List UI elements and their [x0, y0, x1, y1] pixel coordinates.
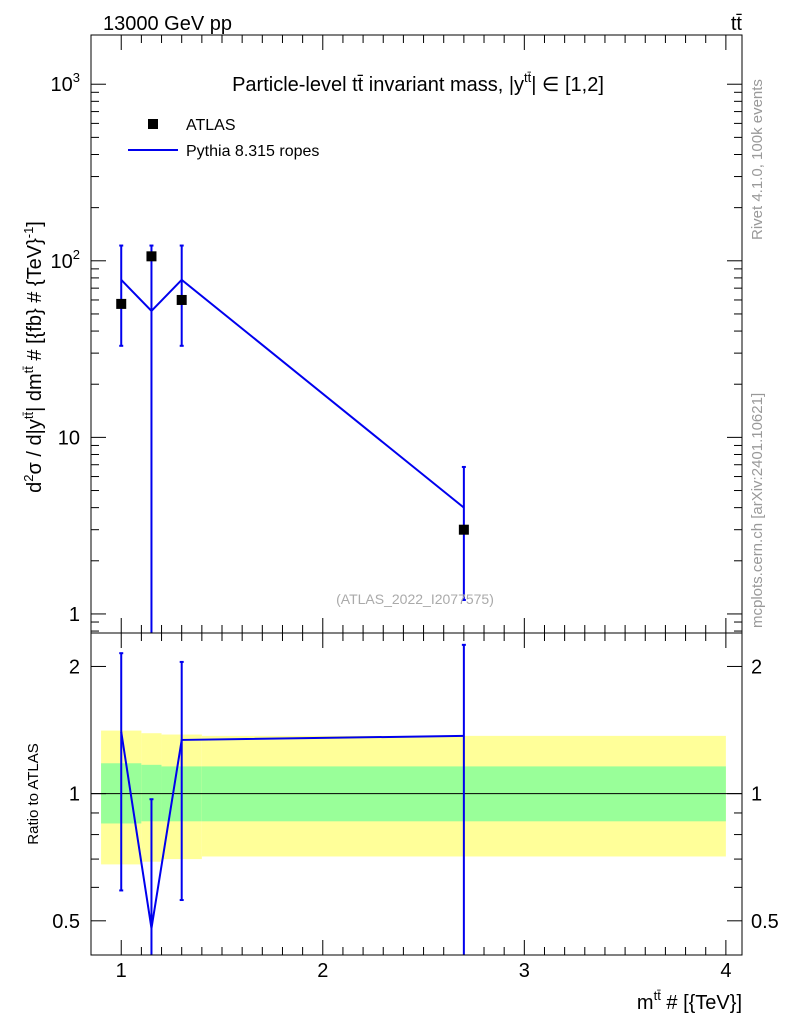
y-tick-label-exponent: 3 [73, 70, 80, 85]
y-axis-label: d2σ / d|ytt̄| dmtt̄ # [{fb} # {TeV}-1] [21, 221, 46, 493]
plot-title: Particle-level tt̄ invariant mass, |ytt̄… [232, 70, 604, 96]
y-tick-label: 103 [51, 70, 80, 96]
ratio-plot-frame [90, 632, 743, 956]
atlas-data-point [176, 294, 187, 305]
y-label-a-sup: 2 [21, 475, 36, 482]
legend: ATLAS Pythia 8.315 ropes [128, 117, 319, 160]
y-label-b-sup: tt̄ [21, 412, 36, 420]
y-tick-label-base: 1 [69, 604, 80, 626]
atlas-data-point [458, 524, 469, 535]
x-axis-label: mtt̄ # [{TeV}] [637, 988, 742, 1014]
x-label-a-sup: tt̄ [654, 988, 662, 1003]
plot-title-tail: | ∈ [1,2] [531, 74, 604, 96]
uncertainty-band-inner [141, 764, 162, 822]
legend-marker-atlas [148, 119, 158, 129]
ratio-plot-panel: 0.5 0.5 1 1 2 2 1 2 3 4 Ratio to ATLAS mtt̄ # [{T… [25, 632, 779, 1014]
y-label-c: | dm [24, 373, 46, 412]
y-label-a: d [24, 482, 46, 493]
ratio-y-tick-label-left: 1 [69, 784, 80, 806]
y-label-d: # [{fb} # {TeV} [24, 238, 46, 366]
y-label-c-sup: tt̄ [21, 366, 36, 374]
ratio-y-axis-label: Ratio to ATLAS [25, 743, 42, 844]
atlas-data-point [116, 298, 127, 309]
pythia-line [120, 278, 465, 509]
rivet-label: Rivet 4.1.0, 100k events [749, 79, 766, 240]
y-label-e: ] [24, 221, 46, 227]
ratio-y-tick-label-right: 2 [751, 656, 762, 678]
atlas-data-point [146, 251, 157, 262]
x-label-b: # [{TeV}] [661, 992, 742, 1014]
y-tick-label-base: 10 [51, 74, 73, 96]
y-tick-label-base: 10 [51, 251, 73, 273]
y-tick-label: 1 [69, 604, 80, 626]
energy-label: 13000 GeV pp [103, 13, 232, 35]
ratio-y-tick-label-left: 2 [69, 656, 80, 678]
analysis-watermark: (ATLAS_2022_I2077575) [336, 591, 494, 607]
process-label: tt̄ [731, 13, 743, 35]
x-tick-label: 3 [519, 960, 530, 982]
y-label-b: σ / d|y [24, 419, 46, 474]
y-tick-label-base: 10 [58, 427, 80, 449]
x-tick-label: 2 [317, 960, 328, 982]
y-label-d-sup: -1 [21, 227, 36, 239]
plot-title-main: Particle-level tt̄ invariant mass, |y [232, 74, 524, 96]
y-tick-label-exponent: 2 [73, 247, 80, 262]
x-tick-label: 4 [720, 960, 731, 982]
ratio-pythia-line [120, 731, 464, 929]
ratio-y-tick-label-left: 0.5 [52, 911, 80, 933]
plot-title-sup: tt̄ [524, 70, 532, 85]
x-label-a: m [637, 992, 654, 1014]
ratio-y-tick-label-right: 0.5 [751, 911, 779, 933]
y-tick-label: 10 [58, 427, 80, 449]
mcplots-label: mcplots.cern.ch [arXiv:2401.10621] [749, 393, 766, 628]
legend-label-pythia: Pythia 8.315 ropes [186, 143, 319, 160]
y-tick-label: 102 [51, 247, 80, 273]
ratio-y-tick-label-right: 1 [751, 784, 762, 806]
legend-label-atlas: ATLAS [186, 117, 236, 134]
x-tick-label: 1 [116, 960, 127, 982]
